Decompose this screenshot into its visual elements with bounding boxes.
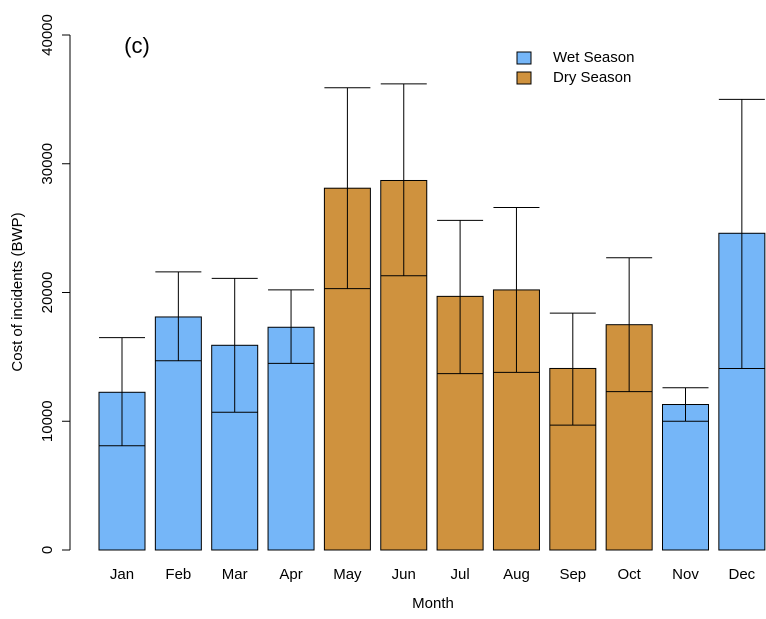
y-tick-label: 0 xyxy=(39,546,56,554)
bar xyxy=(662,404,709,551)
y-tick-label: 40000 xyxy=(39,14,56,56)
legend-label: Dry Season xyxy=(553,69,631,86)
x-tick-label: Dec xyxy=(729,566,756,583)
x-tick-label: Aug xyxy=(503,566,530,583)
x-tick-label: May xyxy=(333,566,362,583)
y-tick-label: 20000 xyxy=(39,272,56,314)
x-tick-label: Oct xyxy=(617,566,641,583)
x-tick-label: Jul xyxy=(451,566,470,583)
x-tick-label: Sep xyxy=(559,566,586,583)
bar xyxy=(267,326,315,551)
x-tick-label: Jan xyxy=(110,566,134,583)
x-tick-label: Apr xyxy=(279,566,302,583)
y-tick-label: 30000 xyxy=(39,143,56,185)
y-axis-label: Cost of incidents (BWP) xyxy=(9,212,26,371)
legend-label: Wet Season xyxy=(553,49,634,66)
x-tick-label: Nov xyxy=(672,566,699,583)
x-axis-label: Month xyxy=(412,595,454,612)
legend-swatch xyxy=(516,51,532,65)
x-tick-label: Feb xyxy=(165,566,191,583)
x-tick-label: Jun xyxy=(392,566,416,583)
legend-swatch xyxy=(516,71,532,85)
panel-label: (c) xyxy=(124,33,150,58)
x-tick-label: Mar xyxy=(222,566,248,583)
y-tick-label: 10000 xyxy=(39,400,56,442)
